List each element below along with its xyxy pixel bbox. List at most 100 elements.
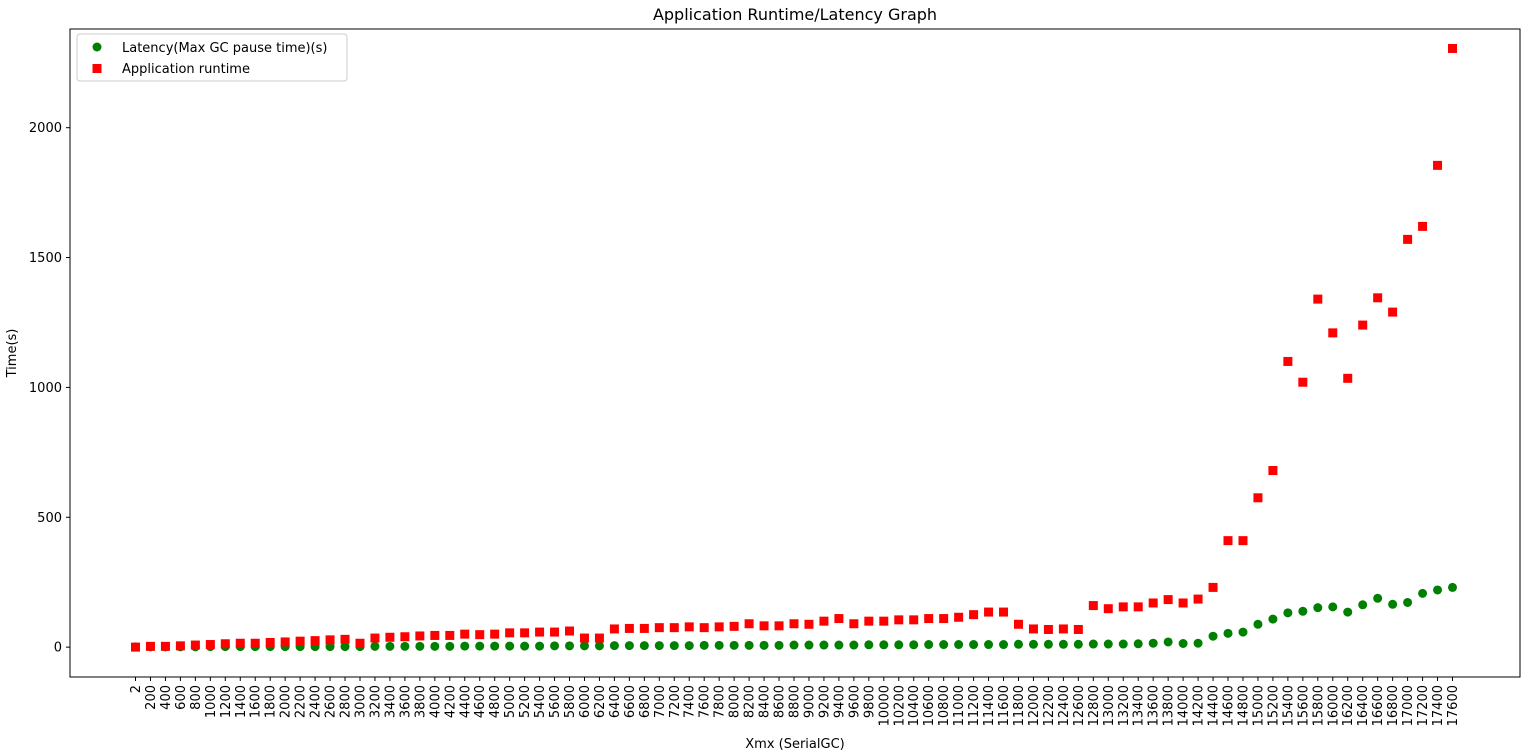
data-point-runtime [1058, 624, 1068, 634]
x-tick-label: 11400 [982, 685, 997, 726]
data-point-runtime [1313, 294, 1323, 304]
x-tick-label: 3800 [413, 685, 428, 718]
data-point-latency [1283, 608, 1293, 618]
data-point-runtime [999, 607, 1009, 617]
x-tick-label: 9000 [802, 685, 817, 718]
data-point-runtime [1283, 356, 1293, 366]
chart-title: Application Runtime/Latency Graph [653, 5, 937, 24]
data-point-runtime [1223, 536, 1233, 546]
data-point-latency [1118, 639, 1128, 649]
data-point-latency [535, 641, 545, 651]
x-tick-label: 8000 [728, 685, 743, 718]
data-point-runtime [445, 630, 455, 640]
x-tick-label: 16200 [1341, 685, 1356, 726]
data-point-runtime [819, 616, 829, 626]
data-point-runtime [355, 638, 365, 648]
data-point-runtime [609, 624, 619, 634]
data-point-runtime [1073, 624, 1083, 634]
data-point-latency [579, 641, 589, 651]
data-point-runtime [909, 615, 919, 625]
data-point-runtime [1013, 619, 1023, 629]
data-point-runtime [714, 622, 724, 632]
y-tick-label: 1500 [29, 251, 62, 266]
data-point-runtime [235, 638, 245, 648]
data-point-latency [999, 640, 1009, 650]
data-point-latency [445, 641, 455, 651]
x-tick-label: 12200 [1042, 685, 1057, 726]
data-point-latency [370, 641, 380, 651]
x-tick-label: 11000 [952, 685, 967, 726]
data-point-latency [789, 640, 799, 650]
data-point-runtime [1448, 43, 1457, 53]
data-point-runtime [265, 637, 275, 647]
data-point-latency [984, 640, 994, 650]
data-point-latency [1418, 588, 1428, 598]
data-point-latency [1133, 639, 1143, 649]
x-tick-label: 17600 [1446, 685, 1461, 726]
x-tick-label: 6800 [638, 685, 653, 718]
data-point-runtime [370, 633, 380, 643]
data-point-runtime [1268, 466, 1278, 476]
data-point-latency [759, 640, 769, 650]
data-point-runtime [1433, 160, 1443, 170]
data-point-latency [1238, 627, 1248, 637]
x-tick-label: 12400 [1057, 685, 1072, 726]
data-point-runtime [669, 623, 679, 633]
legend-marker-latency [92, 42, 102, 52]
x-tick-label: 13200 [1117, 685, 1132, 726]
x-tick-label: 7200 [668, 685, 683, 718]
x-tick-label: 14400 [1207, 685, 1222, 726]
x-tick-label: 1000 [204, 685, 219, 718]
data-point-latency [1178, 638, 1188, 648]
data-point-latency [1013, 639, 1023, 649]
data-point-runtime [594, 633, 604, 643]
series-runtime [131, 43, 1457, 652]
x-tick-label: 13800 [1162, 685, 1177, 726]
x-tick-label: 14200 [1192, 685, 1207, 726]
data-point-runtime [684, 622, 694, 632]
data-point-runtime [1403, 234, 1413, 244]
data-point-runtime [310, 636, 320, 646]
x-tick-label: 15600 [1296, 685, 1311, 726]
x-tick-label: 7400 [683, 685, 698, 718]
x-tick-label: 9800 [862, 685, 877, 718]
data-point-runtime [415, 631, 425, 641]
data-point-runtime [175, 641, 185, 651]
data-point-runtime [475, 630, 485, 640]
data-point-latency [1358, 600, 1368, 610]
data-point-latency [909, 640, 919, 650]
data-point-latency [1403, 597, 1413, 607]
x-tick-label: 1600 [249, 685, 264, 718]
x-tick-label: 15400 [1281, 685, 1296, 726]
data-point-runtime [505, 628, 515, 638]
data-point-runtime [864, 616, 874, 626]
data-point-latency [340, 642, 350, 652]
data-point-latency [639, 641, 649, 651]
x-tick-label: 4200 [443, 685, 458, 718]
data-point-runtime [849, 619, 859, 629]
x-tick-label: 8200 [743, 685, 758, 718]
data-point-runtime [385, 632, 395, 642]
x-tick-label: 200 [144, 685, 159, 710]
data-point-latency [684, 641, 694, 651]
x-tick-label: 9200 [817, 685, 832, 718]
data-point-runtime [400, 632, 410, 642]
x-tick-label: 4800 [488, 685, 503, 718]
data-point-runtime [1253, 493, 1263, 503]
data-point-runtime [220, 639, 230, 649]
data-point-latency [654, 641, 664, 651]
data-point-latency [609, 641, 619, 651]
x-tick-label: 10400 [907, 685, 922, 726]
data-point-runtime [1358, 320, 1368, 330]
data-point-latency [1163, 637, 1173, 647]
data-point-latency [1313, 603, 1323, 613]
data-point-latency [1373, 593, 1383, 603]
data-point-runtime [984, 607, 994, 617]
x-tick-label: 4400 [458, 685, 473, 718]
data-point-latency [819, 640, 829, 650]
data-point-runtime [924, 614, 934, 624]
x-tick-label: 12800 [1087, 685, 1102, 726]
data-point-latency [1328, 602, 1338, 612]
data-marks [131, 43, 1457, 652]
